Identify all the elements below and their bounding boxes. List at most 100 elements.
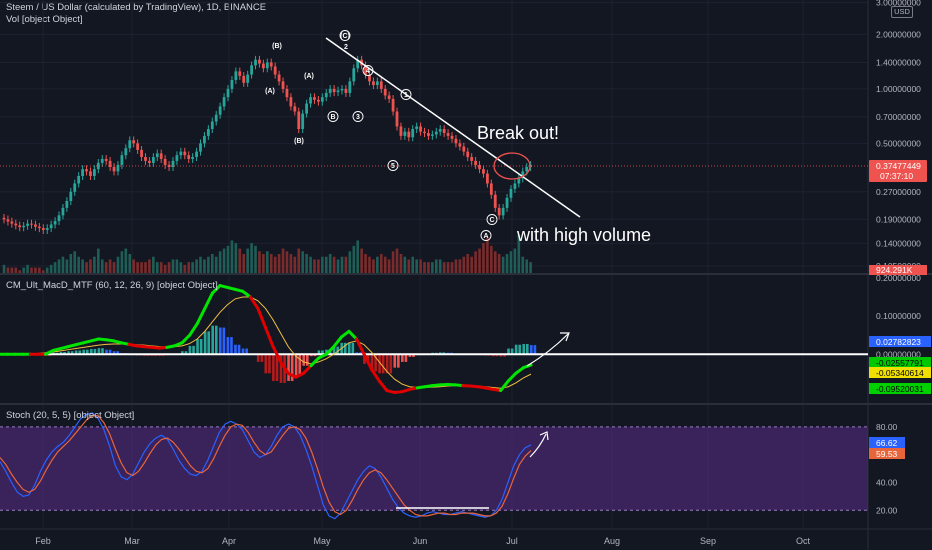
wave-label: B (330, 114, 335, 121)
macd-histogram-bar (188, 345, 192, 355)
candle-body (214, 114, 218, 122)
wave-label: A (483, 233, 488, 240)
stoch-tick-label: 40.00 (876, 477, 898, 487)
volume-bar (191, 262, 194, 273)
wave-label: (A) (265, 88, 275, 95)
volume-bar (81, 259, 84, 273)
volume-bar (183, 264, 187, 273)
macd-tick-label: 0.00000000 (876, 349, 921, 359)
macd-line-segment (180, 333, 192, 345)
volume-bar (446, 262, 450, 273)
candle-body (336, 90, 340, 93)
macd-histogram-bar (268, 354, 271, 374)
volume-bar (140, 262, 143, 273)
volume-bar (65, 259, 69, 273)
volume-bar (152, 256, 155, 273)
volume-bar (26, 264, 29, 273)
volume-bar (222, 248, 226, 273)
volume-bar (415, 259, 418, 273)
candle-body (482, 169, 485, 174)
currency-button[interactable]: USD (891, 6, 913, 18)
macd-histogram-bar (70, 351, 74, 355)
candle-body (489, 183, 493, 195)
wave-label: (B) (272, 43, 282, 50)
candle-body (430, 134, 434, 136)
volume-bar (53, 262, 57, 273)
volume-bar (301, 251, 304, 273)
volume-bar (372, 259, 375, 273)
volume-bar (285, 251, 289, 273)
volume-bars (2, 235, 532, 273)
candle-body (293, 106, 297, 112)
volume-bar (486, 237, 489, 273)
macd-line-segment (309, 356, 321, 368)
macd-histogram-bar (112, 351, 116, 355)
candle-body (144, 157, 147, 161)
candle-body (108, 160, 112, 168)
wave-label: 5 (391, 163, 395, 170)
candle-body (2, 217, 6, 220)
candle-body (69, 191, 73, 202)
candle-body (442, 129, 446, 134)
macd-line-segment (210, 284, 222, 295)
volume-bar (136, 262, 139, 273)
macd-legend: CM_Ult_MacD_MTF (60, 12, 26, 9) [object … (6, 280, 218, 291)
candle-body (250, 65, 253, 75)
volume-bar (159, 262, 163, 273)
macd-line-segment (362, 352, 374, 372)
macd-histogram-bar (526, 343, 529, 355)
candle-body (525, 167, 529, 172)
candle-body (265, 62, 269, 69)
annotation-breakout: Break out! (477, 123, 559, 143)
volume-bar (395, 248, 399, 273)
macd-line-segment (203, 291, 214, 310)
macd-histogram-bar (332, 346, 336, 355)
volume-bar (116, 256, 120, 273)
volume-bar (458, 259, 462, 273)
volume-bar (442, 262, 446, 273)
volume-bar (242, 254, 246, 273)
candle-body (151, 157, 155, 163)
volume-bar (379, 254, 383, 273)
volume-bar (340, 256, 344, 273)
wave-label-circle (486, 214, 498, 225)
macd-histogram-bar (203, 331, 207, 355)
candle-body (49, 224, 53, 229)
wave-label: 4 (366, 68, 370, 75)
macd-histogram-bar (215, 325, 218, 355)
candle-body (305, 103, 309, 114)
macd-histogram-bar (302, 354, 306, 366)
volume-bar (61, 256, 65, 273)
candle-body (509, 188, 513, 198)
macd-histogram-bar (510, 348, 514, 355)
volume-bar (490, 245, 493, 273)
candle-body (14, 223, 18, 226)
volume-bar (175, 259, 179, 273)
candle-body (505, 197, 509, 208)
trendline (325, 37, 581, 218)
macd-histogram-bar (370, 354, 374, 372)
volume-bar (470, 256, 473, 273)
candle-body (34, 224, 37, 227)
candle-body (234, 71, 238, 80)
candle-body (226, 88, 230, 98)
candle-body (273, 66, 277, 75)
macd-signal-line (0, 296, 532, 389)
volume-bar (22, 267, 25, 273)
volume-bar (234, 243, 238, 273)
macd-histogram-bar (393, 354, 397, 368)
macd-histogram-bar (82, 349, 86, 355)
time-tick-label: Sep (700, 536, 716, 546)
volume-bar (108, 259, 112, 273)
macd-histogram-bar (256, 354, 260, 362)
candle-body (132, 140, 136, 144)
macd-line-segment (256, 306, 267, 330)
candle-body (128, 140, 132, 149)
volume-tag (869, 265, 927, 275)
macd-value-tag (869, 336, 931, 347)
volume-bar (399, 254, 403, 273)
volume-bar (30, 267, 33, 273)
candle-body (372, 81, 375, 86)
volume-bar (411, 256, 415, 273)
